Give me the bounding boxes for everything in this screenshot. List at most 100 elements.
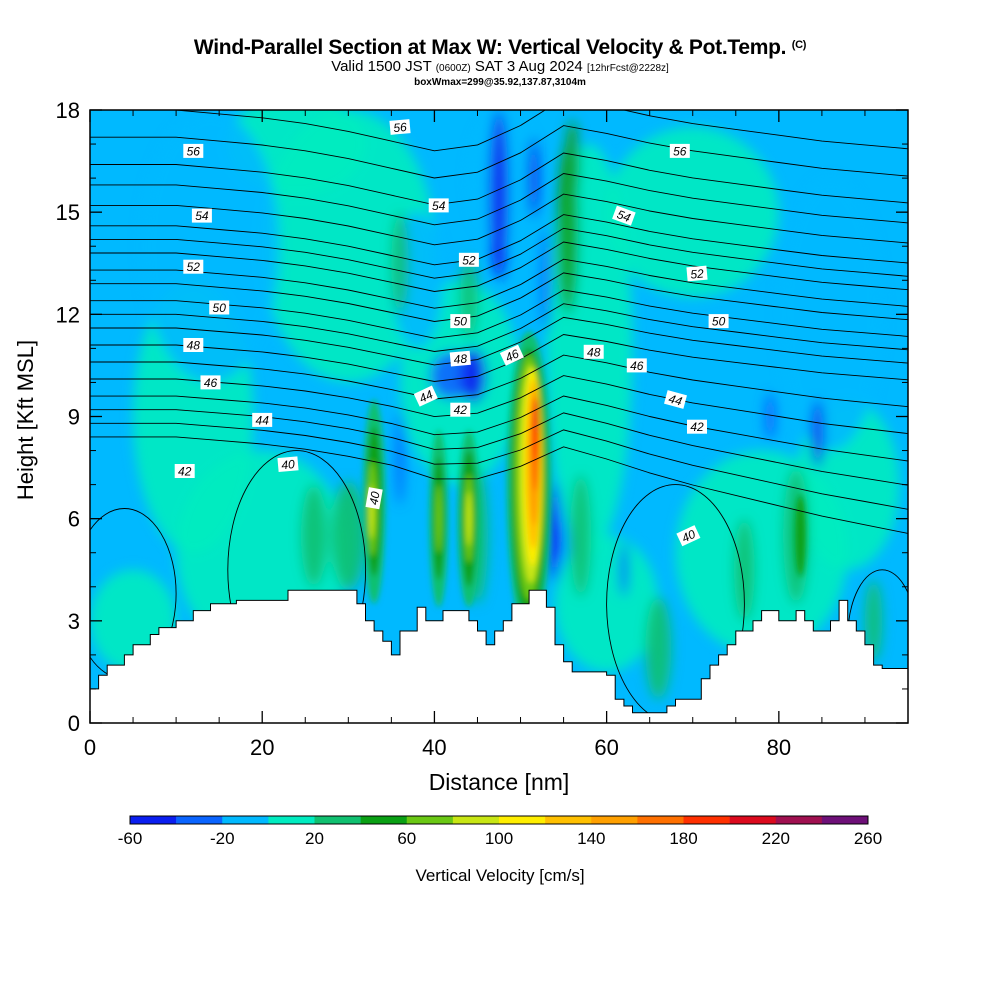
velocity-blob [541, 229, 552, 332]
contour-label: 50 [450, 314, 471, 329]
contour-label: 44 [413, 385, 438, 407]
contour-label-text: 52 [690, 266, 705, 281]
colorbar-swatch [130, 816, 177, 824]
contour-line [90, 303, 908, 352]
updraft-cores [362, 331, 806, 638]
contour-label-bg [626, 358, 647, 373]
contour-label-text: 40 [367, 490, 383, 506]
contour-label-text: 44 [667, 391, 684, 408]
contour-label-bg [583, 344, 604, 359]
contour-label-text: 46 [630, 359, 644, 373]
contour-label: 46 [200, 375, 221, 390]
y-axis-label: Height [Kft MSL] [13, 340, 38, 500]
contour-label: 44 [664, 390, 687, 409]
contour-label-bg [209, 300, 230, 315]
contour-label: 50 [708, 314, 729, 329]
velocity-blob [528, 137, 539, 220]
velocity-blob [765, 392, 776, 441]
contour-line [90, 152, 908, 206]
updraft-core [435, 484, 442, 553]
contour-label: 52 [686, 265, 708, 282]
contour-label-text: 50 [712, 315, 726, 329]
contour-label-bg [664, 390, 687, 409]
contour-line [90, 316, 908, 366]
contour-label-bg [499, 344, 524, 366]
colorbar-tick-label: 20 [305, 829, 324, 848]
contour-label: 46 [626, 358, 647, 373]
contour-label: 56 [669, 143, 690, 158]
colorbar-tick-label: 140 [577, 829, 605, 848]
contour-label-text: 48 [453, 352, 468, 367]
contour-label-text: 42 [690, 420, 704, 434]
contour-label-bg [365, 487, 383, 510]
contour-label-text: 56 [187, 144, 201, 158]
contour-label-bg [458, 252, 479, 267]
contour-label-text: 54 [195, 209, 209, 223]
updraft-core [535, 399, 539, 434]
colorbar-swatch [452, 816, 500, 824]
contour-label-bg [200, 375, 221, 390]
velocity-blob [391, 212, 409, 315]
contour-label-bg [389, 119, 411, 135]
contour-label-text: 40 [281, 457, 296, 472]
contour-line [90, 258, 908, 309]
contour-label-bg [191, 208, 212, 223]
colorbar-tick-label: 180 [669, 829, 697, 848]
colorbar-tick-label: -60 [118, 829, 143, 848]
contour-label-bg [686, 265, 708, 282]
colorbar-swatch [545, 816, 592, 824]
contour-label: 56 [183, 143, 204, 158]
chart-box-info: boxWmax=299@35.92,137.87,3104m [414, 77, 586, 88]
colorbar-tick-label: 260 [854, 829, 882, 848]
contour-line [90, 436, 908, 534]
contour-line [90, 422, 908, 510]
contour-label-text: 40 [680, 527, 698, 545]
contour-label-bg [277, 456, 299, 473]
colorbar-label: Vertical Velocity [cm/s] [415, 866, 584, 885]
colorbar-swatch [314, 816, 361, 824]
colorbar-swatch [222, 816, 269, 824]
contour-label-bg [676, 525, 701, 547]
contour-label: 48 [183, 338, 204, 353]
y-tick-label: 9 [68, 405, 80, 430]
contour-label: 42 [174, 464, 195, 479]
contour-label: 42 [450, 402, 471, 417]
contour-label-bg [183, 259, 204, 274]
velocity-blob [549, 481, 561, 584]
contour-line [90, 354, 908, 408]
contour-label-bg [174, 464, 195, 478]
y-tick-label: 0 [68, 711, 80, 736]
contour-label-bg [428, 198, 449, 213]
contour-label: 46 [499, 344, 524, 366]
chart-title: Wind-Parallel Section at Max W: Vertical… [193, 36, 807, 59]
contour-label-text: 52 [462, 253, 476, 267]
contour-label-bg [612, 205, 636, 226]
colorbar-swatch [591, 816, 638, 824]
terrain [90, 589, 908, 723]
contour-line [90, 395, 908, 462]
x-tick-label: 40 [422, 735, 446, 760]
axes: 0 20 40 60 80 0 3 6 9 12 15 18 [56, 98, 908, 760]
colorbar-tick-label: 220 [762, 829, 790, 848]
contour-label-text: 46 [204, 376, 218, 390]
contour-label: 52 [183, 259, 204, 274]
contour-label: 52 [458, 252, 479, 267]
contour-label-text: 48 [187, 339, 201, 353]
velocity-blob [811, 399, 824, 468]
contour-line [90, 193, 908, 246]
velocity-blob [395, 409, 405, 506]
contour-line [90, 375, 908, 435]
x-tick-label: 60 [594, 735, 618, 760]
contour-label: 40 [277, 456, 299, 473]
contour-label: 42 [687, 419, 707, 434]
velocity-blob [778, 178, 883, 451]
contour-label-text: 54 [432, 199, 446, 213]
colorbar-swatch [176, 816, 223, 824]
contour-label-bg [183, 143, 204, 158]
copyright-mark: (C) [791, 39, 807, 51]
contour-label-text: 54 [615, 207, 633, 225]
velocity-blob [606, 127, 779, 298]
contour-label: 40 [365, 487, 383, 510]
contour-line [90, 125, 908, 179]
